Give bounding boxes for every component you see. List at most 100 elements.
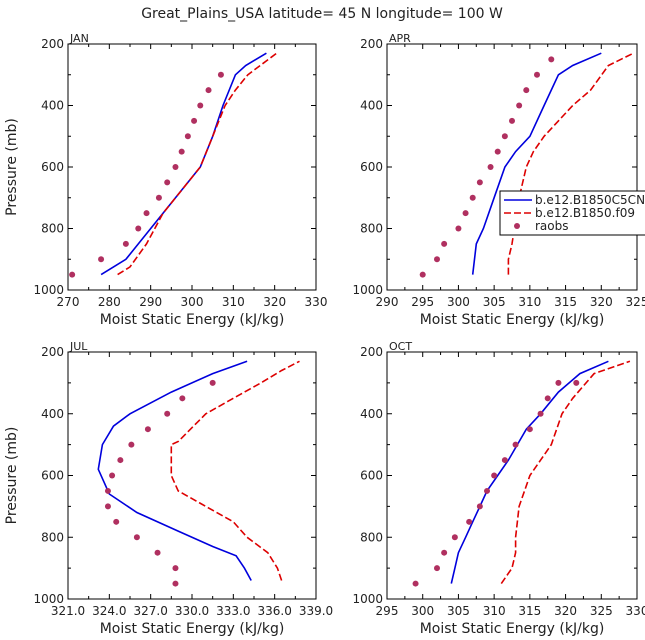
jan-plot-frame [67, 43, 317, 291]
jul-raobs-point [133, 534, 140, 541]
panel-apr: APR 290 295 300 305 310 315 320 325 200 400 600 800 1… [352, 32, 645, 328]
apr-raobs-point [419, 271, 426, 278]
jan-raobs-point [184, 133, 191, 140]
jan-y-axis-label: Pressure (mb) [4, 118, 20, 216]
oct-plot-frame [386, 351, 638, 600]
oct-panel-title: OCT [389, 340, 412, 353]
oct-x-axis-label: Moist Static Energy (kJ/kg) [420, 621, 605, 637]
legend-raobs-marker [514, 223, 520, 229]
jan-raobs-point [155, 194, 162, 201]
jan-y-tick-label: 200 [41, 37, 64, 51]
apr-raobs-point [434, 256, 440, 263]
figure-title: Great_Plains_USA latitude= 45 N longitud… [141, 6, 503, 22]
jul-panel-title: JUL [69, 340, 88, 353]
jul-plot-frame [67, 351, 317, 600]
apr-x-tick-label: 315 [554, 295, 577, 309]
panel-jul: JUL 321.0 324.0 327.0 330.0 333.0 336.0 339.0 20… [4, 340, 333, 637]
jan-x-tick-label: 290 [139, 295, 162, 309]
jan-raobs-point [197, 102, 204, 109]
jan-raobs-point [69, 271, 76, 278]
oct-x-tick-label: 305 [447, 604, 470, 618]
jan-panel-title: JAN [69, 32, 89, 45]
apr-plot-frame [386, 43, 638, 291]
jan-raobs-point [191, 117, 198, 124]
apr-x-tick-label: 325 [626, 295, 645, 309]
apr-raobs-point [455, 225, 462, 232]
apr-y-tick-label: 600 [360, 160, 383, 174]
apr-raobs-point [516, 102, 523, 109]
apr-y-tick-label: 200 [360, 37, 383, 51]
apr-x-tick-label: 300 [447, 295, 470, 309]
jul-raobs-point [154, 549, 161, 556]
jul-series-coupled-line [97, 360, 252, 581]
plot-area: JAN 270 280 290 300 310 320 330 200 400 600 800 1000… [4, 32, 645, 637]
panel-jan: JAN 270 280 290 300 310 320 330 200 400 600 800 1000… [4, 32, 327, 328]
apr-raobs-point [469, 194, 476, 201]
oct-x-tick-label: 315 [518, 604, 541, 618]
jul-raobs-point [104, 487, 111, 494]
jan-x-tick-label: 300 [181, 295, 204, 309]
jul-x-tick-label: 330.0 [175, 604, 209, 618]
oct-x-tick-label: 325 [590, 604, 613, 618]
jul-x-tick-label: 327.0 [133, 604, 167, 618]
jul-raobs-point [113, 518, 120, 525]
apr-raobs-point [523, 87, 530, 94]
oct-raobs-point [555, 379, 562, 386]
apr-x-tick-label: 305 [483, 295, 506, 309]
jul-raobs-point [172, 565, 179, 572]
oct-raobs-point [441, 549, 448, 556]
apr-raobs-point [441, 240, 448, 247]
oct-raobs-point [501, 457, 508, 464]
apr-raobs-point [534, 71, 540, 78]
jan-x-tick-label: 330 [305, 295, 328, 309]
apr-x-tick-label: 320 [590, 295, 613, 309]
apr-raobs-point [548, 56, 555, 63]
jan-raobs-point [178, 148, 185, 155]
oct-series-f09-line [500, 360, 631, 585]
jul-raobs-point [104, 503, 111, 510]
jan-raobs-point [135, 225, 142, 232]
jul-raobs-point [117, 457, 124, 464]
apr-x-tick-label: 310 [518, 295, 541, 309]
oct-raobs-point [491, 472, 498, 479]
oct-raobs-point [573, 379, 580, 386]
oct-raobs-point [466, 518, 473, 525]
oct-y-tick-label: 400 [360, 407, 383, 421]
oct-raobs-point [544, 395, 551, 402]
apr-series-f09-line [507, 52, 634, 275]
jul-raobs-point [209, 379, 216, 386]
jul-raobs-point [164, 410, 171, 417]
jul-y-tick-label: 1000 [33, 592, 64, 606]
jul-y-axis-label: Pressure (mb) [4, 427, 20, 525]
jul-x-tick-label: 324.0 [92, 604, 126, 618]
apr-raobs-point [487, 164, 494, 170]
legend-label: b.e12.B1850C5CN [535, 193, 645, 207]
jul-y-tick-label: 600 [41, 469, 64, 483]
oct-raobs-point [537, 410, 544, 417]
apr-raobs-point [509, 117, 515, 124]
oct-series-coupled-line [450, 360, 609, 584]
jan-raobs-point [143, 210, 150, 217]
apr-x-tick-label: 290 [376, 295, 399, 309]
apr-y-tick-label: 400 [360, 99, 383, 113]
jul-x-tick-label: 321.0 [51, 604, 85, 618]
panel-oct: OCT 295 300 305 310 315 320 325 330 200 400 600 800 1… [352, 340, 645, 637]
jan-x-tick-label: 270 [57, 295, 80, 309]
legend-label: b.e12.B1850.f09 [535, 206, 635, 220]
apr-y-tick-label: 1000 [352, 283, 383, 297]
oct-x-tick-label: 295 [376, 604, 399, 618]
apr-y-tick-label: 800 [360, 222, 383, 236]
oct-y-tick-label: 200 [360, 345, 383, 359]
apr-panel-title: APR [389, 32, 411, 45]
jul-x-tick-label: 333.0 [216, 604, 250, 618]
jul-x-tick-label: 336.0 [257, 604, 291, 618]
oct-raobs-point [434, 565, 440, 572]
oct-x-tick-label: 330 [626, 604, 645, 618]
apr-raobs-point [494, 148, 501, 155]
jul-raobs-point [128, 441, 135, 448]
oct-raobs-point [412, 580, 419, 587]
jan-raobs-point [122, 240, 129, 247]
oct-raobs-point [526, 426, 533, 433]
apr-raobs-point [476, 179, 483, 186]
